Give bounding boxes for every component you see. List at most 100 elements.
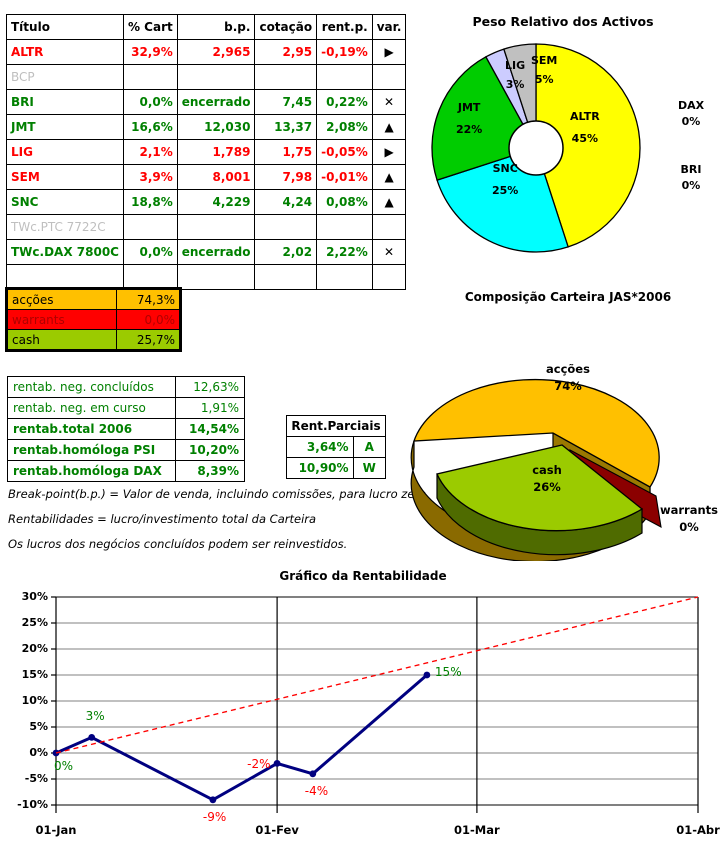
pie3d-label-warrants-name: warrants [659, 503, 719, 517]
returns-label: rentab.homóloga PSI [7, 439, 176, 461]
donut-label-dax-value: 0% [681, 115, 701, 128]
allocation-value: 25,7% [116, 329, 180, 350]
returns-value: 10,20% [174, 439, 246, 461]
cell-bp: 1,789 [176, 139, 256, 165]
partials-row[interactable]: 3,64% A [286, 436, 387, 458]
partials-row[interactable]: 10,90% W [286, 457, 387, 479]
returns-row[interactable]: rentab. neg. concluídos 12,63% [7, 376, 246, 398]
y-axis-tick-label: 25% [21, 616, 48, 629]
table-row[interactable]: BCP [6, 64, 407, 90]
cell-titulo: SNC [6, 189, 124, 215]
data-point-label: -2% [247, 757, 271, 772]
donut-label-bri-name: BRI [680, 163, 702, 176]
cell-var [371, 64, 407, 90]
returns-summary-table[interactable]: rentab. neg. concluídos 12,63% rentab. neg… [7, 376, 246, 482]
partials-value: 10,90% [286, 457, 354, 479]
table-row[interactable]: SEM 3,9% 8,001 7,98 -0,01% ▲ [6, 164, 407, 190]
partial-returns-table[interactable]: Rent.Parciais 3,64% A 10,90% W [286, 415, 387, 479]
allocation-row[interactable]: acções 74,3% [6, 289, 180, 310]
cell-cotacao: 2,02 [254, 239, 318, 265]
cell-titulo: LIG [6, 139, 124, 165]
donut-label-altr: ALTR 45% [570, 110, 600, 145]
cell-bp: 12,030 [176, 114, 256, 140]
line-chart-rentabilidade[interactable]: Gráfico da Rentabilidade 30% 25% 20% 15% 10%… [0, 565, 726, 851]
cell-cotacao: 1,75 [254, 139, 318, 165]
donut-label-altr-value: 45% [571, 132, 599, 145]
allocation-legend-table[interactable]: acções 74,3% warrants 0,0% cash 25,7% [5, 287, 182, 352]
donut-label-jmt: JMT 22% [456, 101, 482, 136]
column-header-var[interactable]: var. [371, 14, 407, 40]
partials-key: A [352, 436, 387, 458]
cell-pct-cart [122, 264, 178, 290]
y-axis-tick-label: 5% [29, 720, 48, 733]
returns-value: 12,63% [174, 376, 246, 398]
cell-rent-p: 0,22% [316, 89, 373, 115]
returns-row[interactable]: rentab.total 2006 14,54% [7, 418, 246, 440]
cell-cotacao: 4,24 [254, 189, 318, 215]
cell-rent-p [316, 64, 373, 90]
pie3d-chart-title: Composição Carteira JAS*2006 [464, 290, 672, 304]
cell-pct-cart: 3,9% [122, 164, 178, 190]
close-x-icon: ✕ [384, 245, 395, 259]
pie3d-top-accoes [413, 378, 660, 488]
cell-titulo: JMT [6, 114, 124, 140]
donut-label-sem-value: 5% [534, 73, 554, 86]
cell-var: ▶ [371, 39, 407, 65]
donut-label-lig: LIG 3% [505, 59, 525, 91]
partials-header-label: Rent.Parciais [286, 415, 386, 437]
returns-row[interactable]: rentab.homóloga PSI 10,20% [7, 439, 246, 461]
cell-rent-p: 2,08% [316, 114, 373, 140]
cell-pct-cart: 32,9% [122, 39, 178, 65]
table-row[interactable]: LIG 2,1% 1,789 1,75 -0,05% ▶ [6, 139, 407, 165]
table-row[interactable]: JMT 16,6% 12,030 13,37 2,08% ▲ [6, 114, 407, 140]
table-row[interactable]: BRI 0,0% encerrado 7,45 0,22% ✕ [6, 89, 407, 115]
pie3d-label-cash: cash 26% [502, 462, 592, 496]
table-row[interactable]: TWc.PTC 7722C [6, 214, 407, 240]
table-row[interactable]: ALTR 32,9% 2,965 2,95 -0,19% ▶ [6, 39, 407, 65]
column-header-titulo[interactable]: Título [6, 14, 124, 40]
partials-key: W [352, 457, 387, 479]
table-row[interactable]: TWc.DAX 7800C 0,0% encerrado 2,02 2,22% ✕ [6, 239, 407, 265]
allocation-label: warrants [6, 309, 118, 330]
returns-label: rentab. neg. em curso [7, 397, 176, 419]
cell-titulo: BRI [6, 89, 124, 115]
cell-rent-p [316, 264, 373, 290]
donut-label-sem-name: SEM [531, 54, 558, 67]
allocation-row[interactable]: warrants 0,0% [6, 309, 180, 330]
data-point-label: -4% [304, 783, 329, 798]
allocation-row[interactable]: cash 25,7% [6, 329, 180, 350]
cell-titulo: BCP [6, 64, 124, 90]
donut-label-dax-name: DAX [677, 99, 705, 112]
column-header-rent-p[interactable]: rent.p. [316, 14, 373, 40]
cell-cotacao: 7,98 [254, 164, 318, 190]
column-header-cotacao[interactable]: cotação [254, 14, 318, 40]
allocation-label: cash [6, 329, 118, 350]
cell-rent-p: -0,05% [316, 139, 373, 165]
data-point-label: 15% [434, 665, 462, 679]
cell-pct-cart [122, 214, 178, 240]
returns-row[interactable]: rentab. neg. em curso 1,91% [7, 397, 246, 419]
column-header-pct-cart[interactable]: % Cart [122, 14, 178, 40]
donut-label-altr-name: ALTR [570, 110, 600, 123]
returns-value: 1,91% [174, 397, 246, 419]
assets-table[interactable]: Título % Cart b.p. cotação rent.p. var. … [6, 14, 407, 290]
x-axis-tick-label: 01-Abr [676, 823, 720, 837]
line-chart-title: Gráfico da Rentabilidade [279, 569, 447, 583]
footnote-reinvestimento: Os lucros dos negócios concluídos podem … [8, 537, 348, 551]
column-header-bp[interactable]: b.p. [176, 14, 256, 40]
y-axis-tick-label: 30% [21, 590, 48, 603]
series-line-rentabilidade [55, 673, 428, 802]
cell-rent-p: -0,19% [316, 39, 373, 65]
table-row[interactable] [6, 264, 407, 290]
x-axis-tick-label: 01-Fev [255, 823, 299, 837]
donut-chart-peso-relativo[interactable]: Peso Relativo dos Activos ALTR 45% SNC 2… [400, 6, 726, 278]
triangle-right-icon: ▶ [384, 45, 394, 59]
pie3d-chart-composicao[interactable]: Composição Carteira JAS*2006 acções 74% … [410, 285, 726, 561]
cell-bp [176, 64, 256, 90]
x-axis-tick-label: 01-Jan [35, 823, 77, 837]
pie3d-chart-svg [410, 378, 662, 561]
donut-label-jmt-name: JMT [457, 101, 481, 114]
allocation-value: 0,0% [116, 309, 180, 330]
table-row[interactable]: SNC 18,8% 4,229 4,24 0,08% ▲ [6, 189, 407, 215]
returns-row[interactable]: rentab.homóloga DAX 8,39% [7, 460, 246, 482]
